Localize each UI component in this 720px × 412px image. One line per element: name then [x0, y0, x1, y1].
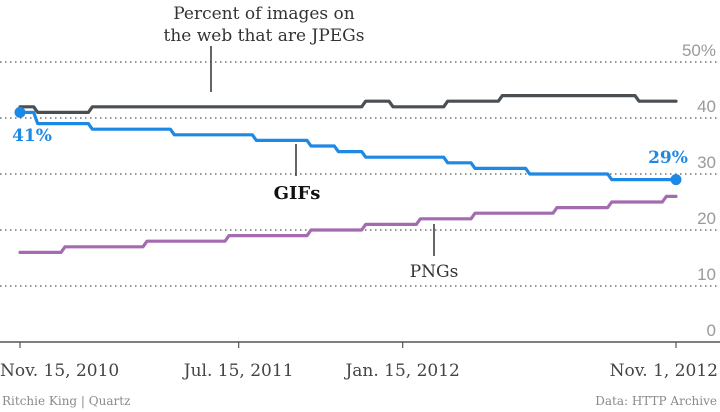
gridlines: [0, 61, 720, 343]
gif-line: [18, 110, 678, 182]
jpeg-annotation-line2: the web that are JPEGs: [164, 26, 365, 46]
y-tick-label: 30: [697, 153, 716, 172]
jpeg-annotation-line1: Percent of images on: [173, 4, 355, 24]
gif-start-point: [14, 106, 26, 118]
y-tick-label: 0: [707, 321, 716, 340]
gif-end-value-label: 29%: [648, 148, 688, 168]
gif-end-point: [670, 174, 682, 186]
png-annotation-label: PNGs: [410, 262, 459, 282]
series-lines: [14, 94, 682, 254]
source-text: Data: HTTP Archive: [595, 394, 717, 408]
y-tick-label: 20: [697, 209, 716, 228]
gif-annotation-label: GIFs: [274, 183, 321, 204]
y-tick-label: 40: [697, 97, 716, 116]
y-axis-ticks: 50% 40 30 20 10 0: [682, 41, 716, 340]
credit-text: Ritchie King | Quartz: [2, 394, 130, 408]
x-tick-label: Jan. 15, 2012: [343, 361, 459, 381]
y-tick-label: 50%: [682, 41, 716, 60]
x-tick-label: Jul. 15, 2011: [182, 361, 294, 381]
jpeg-line: [18, 94, 678, 114]
y-tick-label: 10: [697, 265, 716, 284]
x-tick-label: Nov. 15, 2010: [0, 361, 119, 381]
png-line: [18, 194, 678, 254]
gif-start-value-label: 41%: [12, 126, 52, 146]
annotations: Percent of images on the web that are JP…: [12, 4, 688, 282]
x-axis: Nov. 15, 2010 Jul. 15, 2011 Jan. 15, 2012 N…: [0, 342, 718, 381]
x-tick-label: Nov. 1, 2012: [610, 361, 718, 381]
